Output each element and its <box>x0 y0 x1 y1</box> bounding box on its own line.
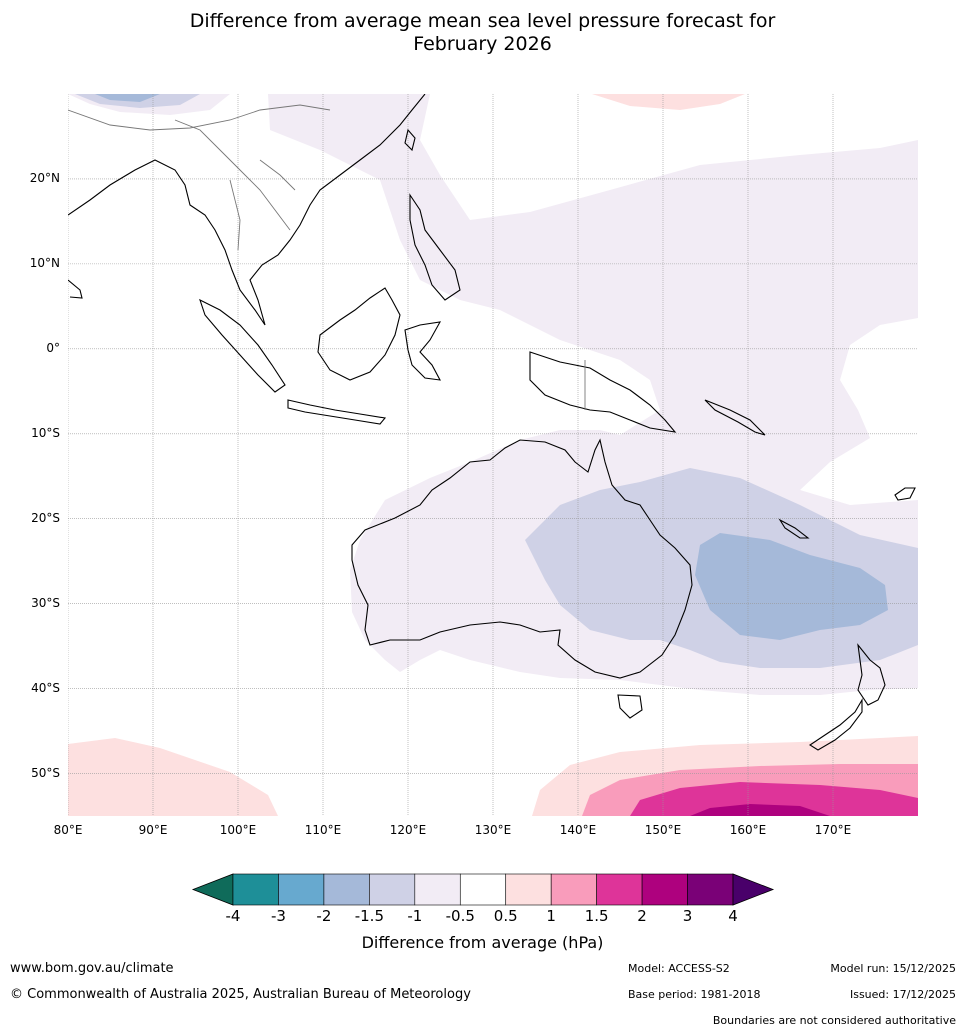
colorbar <box>191 873 775 906</box>
title-line-1: Difference from average mean sea level p… <box>189 10 776 32</box>
base-period: Base period: 1981-2018 <box>628 988 761 1001</box>
website-link[interactable]: www.bom.gov.au/climate <box>10 961 174 976</box>
colorbar-arrow-high <box>732 873 775 906</box>
colorbar-segment <box>232 873 279 906</box>
coastline-fiji <box>894 487 916 501</box>
latitude-label: 0° <box>46 340 60 355</box>
anomaly-region-pos-1.5 <box>630 782 918 816</box>
longitude-label: 150°E <box>644 823 682 837</box>
latitude-label: 20°N <box>29 170 60 185</box>
longitude-label: 160°E <box>729 823 767 837</box>
colorbar-tick-label: -2 <box>316 907 332 925</box>
latitude-label: 10°N <box>29 255 60 270</box>
coastline-sumatra <box>199 298 286 393</box>
coastline-java <box>287 399 387 425</box>
colorbar-segment <box>278 873 325 906</box>
model-name: Model: ACCESS-S2 <box>628 962 730 975</box>
coastline-new-zealand <box>808 643 886 751</box>
colorbar-segment <box>505 873 552 906</box>
colorbar-segment <box>323 873 370 906</box>
anomaly-region-pos-2 <box>690 804 830 816</box>
coastline-taiwan <box>404 128 416 152</box>
coastline-australia <box>351 438 693 679</box>
colorbar-segment <box>414 873 461 906</box>
colorbar-tick-label: -1.5 <box>354 907 384 925</box>
colorbar-tick-label: 2 <box>637 907 647 925</box>
colorbar-segment <box>641 873 688 906</box>
coastline-india-tip <box>68 279 83 299</box>
colorbar-tick-label: 4 <box>728 907 738 925</box>
coastline-tasmania <box>617 694 643 719</box>
issued-date: Issued: 17/12/2025 <box>849 988 956 1001</box>
anomaly-region-pos-0.5-north <box>592 94 745 110</box>
latitude-label: 40°S <box>31 680 60 695</box>
latitude-label: 30°S <box>31 595 60 610</box>
boundary-disclaimer: Boundaries are not considered authoritat… <box>712 1014 956 1027</box>
coastline-sulawesi <box>404 321 442 381</box>
latitude-label: 50°S <box>31 765 60 780</box>
latitude-label: 10°S <box>31 425 60 440</box>
longitude-label: 130°E <box>474 823 512 837</box>
colorbar-tick-label: -0.5 <box>445 907 475 925</box>
colorbar-segment <box>687 873 734 906</box>
colorbar-tick-label: 1 <box>546 907 556 925</box>
colorbar-segment <box>369 873 416 906</box>
latitude-label: 20°S <box>31 510 60 525</box>
model-run-date: Model run: 15/12/2025 <box>830 962 956 975</box>
colorbar-arrow-low <box>191 873 234 906</box>
longitude-label: 110°E <box>304 823 342 837</box>
colorbar-segment <box>596 873 643 906</box>
title-line-2: February 2026 <box>413 33 552 55</box>
colorbar-segment <box>550 873 597 906</box>
copyright-notice: © Commonwealth of Australia 2025, Austra… <box>10 987 471 1002</box>
coastline-philippines <box>409 193 461 301</box>
longitude-label: 170°E <box>814 823 852 837</box>
colorbar-tick-label: -4 <box>225 907 241 925</box>
border-indochina <box>174 119 296 251</box>
country-borders <box>68 104 586 410</box>
colorbar-segment <box>459 873 507 906</box>
map-area <box>68 94 918 816</box>
colorbar-tick-label: 0.5 <box>493 907 518 925</box>
colorbar-label: Difference from average (hPa) <box>361 933 604 952</box>
anomaly-region-neg-1.5-north <box>95 94 160 102</box>
longitude-label: 100°E <box>219 823 257 837</box>
coastline-asia-mainland <box>68 94 426 326</box>
colorbar-tick-label: 1.5 <box>584 907 609 925</box>
colorbar-tick-label: -3 <box>270 907 286 925</box>
coastline-new-guinea <box>529 351 677 433</box>
coastline-solomon <box>704 399 766 436</box>
anomaly-region-pos-0.5-sw <box>68 738 278 816</box>
longitude-label: 140°E <box>559 823 597 837</box>
coastline-borneo <box>317 287 401 381</box>
map-title: Difference from average mean sea level p… <box>0 10 965 56</box>
longitude-label: 80°E <box>53 823 83 837</box>
gridlines <box>68 94 918 816</box>
longitude-label: 120°E <box>389 823 427 837</box>
longitude-label: 90°E <box>138 823 168 837</box>
coastlines <box>68 94 916 751</box>
colorbar-tick-label: 3 <box>682 907 693 925</box>
coastline-new-caledonia <box>778 518 810 539</box>
border-china <box>68 104 331 131</box>
anomaly-region-neg-1.5 <box>695 533 888 640</box>
colorbar-tick-label: -1 <box>407 907 423 925</box>
